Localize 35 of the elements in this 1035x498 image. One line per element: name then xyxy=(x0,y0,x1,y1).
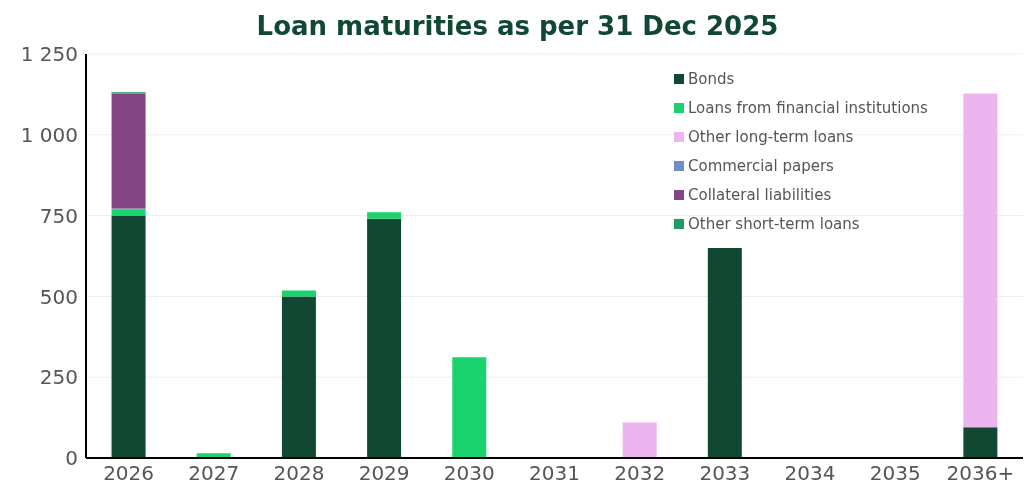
y-tick-label: 1 250 xyxy=(20,42,78,67)
y-tick-label: 500 xyxy=(39,284,78,309)
legend-label: Commercial papers xyxy=(688,156,834,175)
x-tick-label: 2033 xyxy=(699,461,751,486)
bar xyxy=(111,93,146,209)
bar xyxy=(963,427,998,458)
bar xyxy=(281,296,316,458)
y-tick-label: 750 xyxy=(39,203,78,228)
bar xyxy=(707,247,742,458)
legend-label: Loans from financial institutions xyxy=(688,98,928,117)
y-tick-label: 250 xyxy=(39,365,78,390)
bar xyxy=(622,422,657,458)
bar xyxy=(111,215,146,458)
x-tick-label: 2030 xyxy=(443,461,495,486)
bar xyxy=(963,93,998,428)
y-tick-label: 0 xyxy=(65,446,78,471)
legend-label: Collateral liabilities xyxy=(688,185,832,204)
legend-label: Bonds xyxy=(688,69,735,88)
x-tick-label: 2035 xyxy=(869,461,921,486)
legend-label: Other long-term loans xyxy=(688,127,854,146)
x-tick-label: 2026 xyxy=(103,461,155,486)
bar xyxy=(111,209,146,216)
x-tick-label: 2032 xyxy=(614,461,666,486)
x-tick-label: 2027 xyxy=(188,461,240,486)
x-tick-label: 2028 xyxy=(273,461,325,486)
y-tick-label: 1 000 xyxy=(20,122,78,147)
legend-label: Other short-term loans xyxy=(688,214,860,233)
x-tick-label: 2029 xyxy=(358,461,410,486)
bar xyxy=(452,357,487,458)
bar xyxy=(367,212,402,219)
x-tick-label: 2034 xyxy=(784,461,836,486)
x-tick-label: 2031 xyxy=(529,461,580,486)
chart-title: Loan maturities as per 31 Dec 2025 xyxy=(255,10,780,43)
bar xyxy=(367,218,402,458)
x-tick-label: 2036+ xyxy=(946,461,1015,486)
